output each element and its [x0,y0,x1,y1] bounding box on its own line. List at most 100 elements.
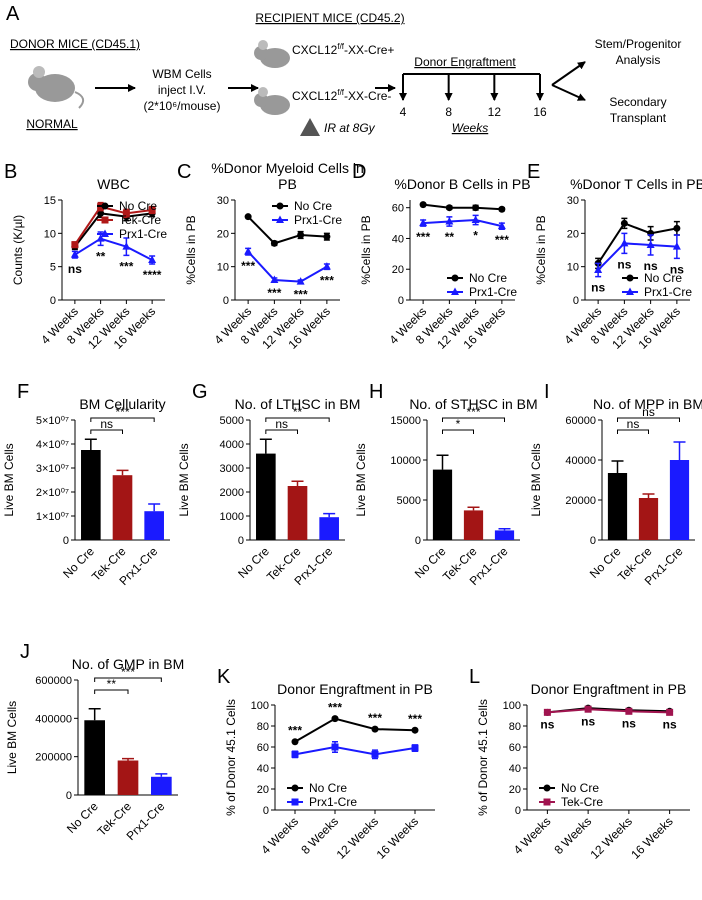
injection-line: WBM Cells [152,67,211,81]
legend-label: No Cre [469,271,507,285]
significance-label: ns [663,717,677,731]
legend-label: Tek-Cre [561,795,603,809]
timepoint: 4 [400,105,407,119]
x-tick-label: 16 Weeks [628,814,675,861]
title-box: WBC [97,176,130,192]
chart-panel: I No. of MPP in BM Live BM Cells 0 20000 4000… [529,381,702,588]
y-tick-label: 5000 [397,495,421,507]
marker [445,217,454,225]
y-tick-label: 0 [50,295,56,307]
error-bar [88,708,101,721]
significance-label: *** [119,259,133,273]
chart-title: %Donor T Cells in PB [570,176,702,192]
series-line [423,203,502,211]
y-tick-label: 40000 [565,455,596,467]
error-bar [155,773,168,777]
comparison-bracket [442,417,505,422]
bar [144,511,164,540]
panel-letter: A [6,3,20,25]
allele: f/f [337,42,344,51]
chart-title: %Donor B Cells in PB [394,176,531,192]
y-tick-label: 20 [217,228,229,240]
comparison-bracket [265,417,330,422]
legend-label: Prx1-Cre [294,213,342,227]
outcome: Secondary [609,95,666,109]
y-tick-label: 15000 [390,415,421,427]
y-axis-label: Live BM Cells [177,443,191,516]
y-axis-label: Live BM Cells [2,443,16,516]
y-axis-label: Counts (K/µl) [11,215,25,285]
timeline: 4 8 12 16 [399,73,547,119]
panel-letter: E [527,161,540,183]
significance-label: ** [445,230,455,244]
marker [498,205,506,213]
significance-label: ns [642,405,655,419]
gene: CXCL12 [292,89,338,103]
bar [432,469,453,540]
outcome: Analysis [616,53,661,67]
timepoint: 16 [533,105,547,119]
error-bar [498,528,511,531]
marker [122,209,130,217]
y-axis-label: Live BM Cells [5,701,19,774]
title-box: No. of GMP in BM [72,656,185,672]
marker [626,287,634,295]
comparison-bracket [442,429,474,434]
legend-label: No Cre [119,199,157,213]
error-bar [673,441,686,460]
significance-label: ns [617,257,631,271]
marker [244,247,253,255]
marker [419,218,428,227]
comparison-bracket [90,429,123,434]
marker [323,233,331,241]
significance-label: ns [670,262,684,276]
y-tick-label: 40 [257,763,269,775]
comparison-bracket [94,689,129,694]
panel-letter: G [192,381,208,403]
significance-label: ** [107,677,117,691]
marker [673,224,681,232]
schematic: A DONOR MICE (CD45.1) NORMAL WBM Cells i… [6,3,681,136]
series-line [294,717,416,743]
y-tick-label: 20 [392,264,404,276]
marker [451,287,459,295]
marker [101,202,109,210]
marker [594,265,603,273]
y-tick-label: 15 [44,195,56,207]
marker [101,229,109,237]
comparison-bracket [617,429,649,434]
significance-label: *** [320,273,334,287]
marker [122,242,131,250]
title-box: BM Cellularity [79,396,165,412]
bar [319,517,339,540]
marker [322,262,331,270]
marker [270,239,278,247]
significance-label: **** [143,268,162,282]
significance-label: ns [275,417,288,431]
significance-label: ns [644,259,658,273]
outcome: Transplant [610,111,667,125]
gene: CXCL12 [292,43,338,57]
y-axis-label: %Cells in PB [184,215,198,284]
significance-label: ns [581,714,595,728]
donor-label: NORMAL [26,117,78,131]
chart-title: Donor Engraftment in PB [277,681,433,697]
marker [625,707,633,715]
panel-letter: J [20,641,30,663]
panel-letter: D [352,161,366,183]
y-tick-label: 20000 [565,495,596,507]
y-tick-label: 60000 [565,415,596,427]
y-axis-label: % of Donor 45.1 Cells [476,699,490,816]
y-tick-label: 20 [257,784,269,796]
marker [411,744,419,752]
legend-label: Tek-Cre [119,213,161,227]
y-tick-label: 5×10⁰⁷ [36,415,69,427]
chart-panel: L Donor Engraftment in PB % of Donor 45.1 … [469,666,690,862]
panel-letter: L [469,666,480,688]
marker [331,715,339,723]
y-tick-label: 600000 [35,675,72,687]
x-tick-label: 12 Weeks [588,814,635,861]
y-tick-label: 60 [257,742,269,754]
